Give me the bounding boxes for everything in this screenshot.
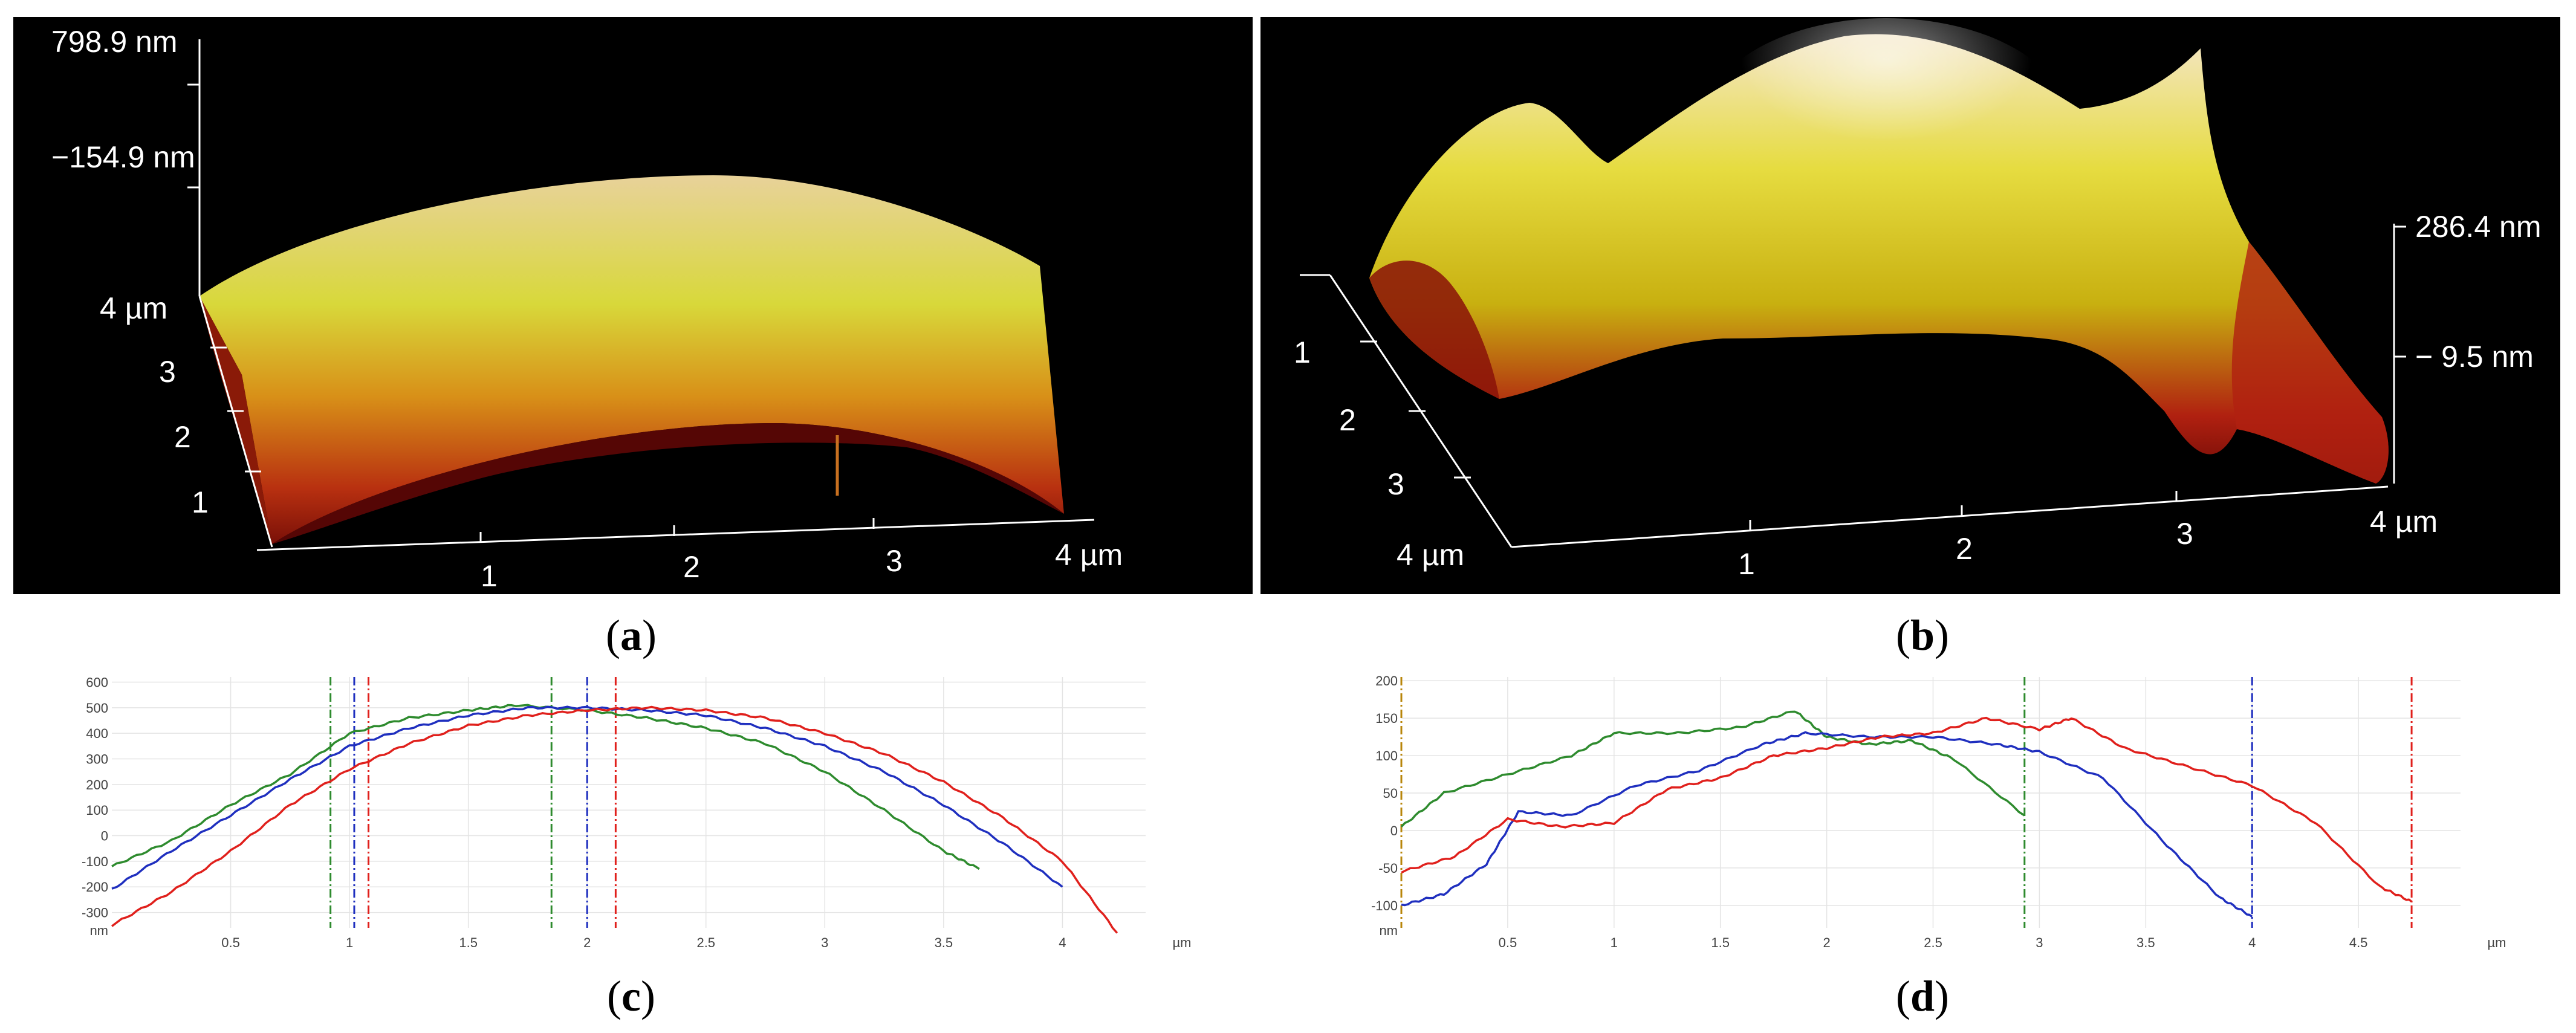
plot-c-x-tick-label: 3 bbox=[821, 935, 828, 950]
plot-c-y-tick-label: 0 bbox=[101, 829, 108, 844]
afm-y-axis-a bbox=[198, 296, 273, 548]
plot-d-y-tick-label: -100 bbox=[1371, 898, 1398, 913]
afm-z-max-label-a: 798.9 nm bbox=[51, 25, 177, 59]
afm-surface-b bbox=[1369, 34, 2389, 484]
plot-c-x-unit-label: µm bbox=[1172, 935, 1191, 950]
caption-c-open: ( bbox=[607, 972, 621, 1020]
afm-x-tick-label-b-4: 4 µm bbox=[2370, 505, 2438, 539]
afm-y-tick-label-b-4: 4 µm bbox=[1397, 538, 1464, 572]
plot-d-series-red bbox=[1401, 716, 2413, 902]
panel-b: 286.4 nm − 9.5 nm 1 2 3 4 µm 1 2 3 4 µm bbox=[1260, 17, 2560, 594]
plot-c-x-tick-label: 1 bbox=[346, 935, 353, 950]
plot-d-x-tick-label: 3 bbox=[2036, 935, 2043, 950]
afm-z-max-label-b: 286.4 nm bbox=[2415, 210, 2541, 244]
plot-d-y-tick-label: 50 bbox=[1383, 786, 1398, 801]
caption-d-close: ) bbox=[1935, 972, 1949, 1020]
afm-y-tick-label-a-4: 4 µm bbox=[100, 291, 167, 325]
plot-c-y-tick-label: 400 bbox=[86, 726, 108, 741]
afm-y-tick-label-b-3: 3 bbox=[1387, 467, 1404, 501]
plot-d-x-tick-label: 4 bbox=[2248, 935, 2256, 950]
caption-a-letter: a bbox=[620, 611, 642, 659]
plot-c-series-red bbox=[111, 705, 1118, 934]
plot-d-y-tick-label: 150 bbox=[1375, 711, 1398, 726]
caption-d: (d) bbox=[1896, 972, 1949, 1020]
afm-x-axis-b bbox=[1511, 485, 2389, 548]
plot-c-x-tick-label: 2 bbox=[583, 935, 591, 950]
panel-a: 798.9 nm −154.9 nm 4 µm 3 2 1 1 2 3 4 µm bbox=[13, 17, 1253, 594]
plot-d-y-tick-label: 100 bbox=[1375, 748, 1398, 763]
afm-surface-a bbox=[200, 175, 1064, 544]
afm-x-tick-label-b-2: 2 bbox=[1956, 532, 1973, 566]
plot-c-y-unit-label: nm bbox=[89, 923, 108, 938]
plot-d-series-green bbox=[1400, 710, 2025, 827]
afm-x-tick-label-b-1: 1 bbox=[1738, 547, 1755, 581]
plot-c-x-tick-label: 1.5 bbox=[459, 935, 478, 950]
caption-a-open: ( bbox=[606, 611, 620, 659]
caption-c: (c) bbox=[607, 972, 655, 1020]
afm-y-tick-label-a-1: 1 bbox=[192, 485, 209, 519]
plot-d-x-tick-label: 1 bbox=[1611, 935, 1618, 950]
plot-d-y-tick-label: 200 bbox=[1375, 673, 1398, 688]
plot-d-y-unit-label: nm bbox=[1379, 923, 1398, 938]
afm-x-tick-label-b-3: 3 bbox=[2176, 517, 2193, 551]
plot-c-y-tick-label: 500 bbox=[86, 701, 108, 716]
plot-c-x-tick-label: 2.5 bbox=[696, 935, 715, 950]
plot-c-y-tick-label: -200 bbox=[82, 879, 108, 895]
plot-d-x-tick-label: 2 bbox=[1823, 935, 1830, 950]
afm-z-mid-label-a: −154.9 nm bbox=[51, 140, 195, 174]
plot-c-y-tick-label: 100 bbox=[86, 803, 108, 818]
profile-plot-d: 200 150 100 50 0 -50 -100 0.5 1 1.5 2 2.5 3 3.5 4 4.5 nm… bbox=[1371, 673, 2506, 950]
afm-x-tick-label-a-4: 4 µm bbox=[1055, 538, 1123, 572]
caption-b-letter: b bbox=[1910, 611, 1935, 659]
caption-c-close: ) bbox=[641, 972, 655, 1020]
plot-d-x-tick-label: 0.5 bbox=[1499, 935, 1517, 950]
plot-c-y-tick-label: -300 bbox=[82, 905, 108, 921]
caption-b-close: ) bbox=[1935, 611, 1949, 659]
afm-y-tick-label-b-2: 2 bbox=[1339, 403, 1356, 437]
plot-d-x-unit-label: µm bbox=[2487, 935, 2506, 950]
plot-c-y-tick-label: 300 bbox=[86, 752, 108, 767]
afm-surface-a-front bbox=[272, 423, 1064, 544]
plot-d-x-tick-label: 2.5 bbox=[1924, 935, 1942, 950]
afm-z-mid-label-b: − 9.5 nm bbox=[2415, 340, 2534, 374]
afm-x-tick-label-a-2: 2 bbox=[683, 550, 700, 584]
caption-b: (b) bbox=[1896, 611, 1949, 659]
afm-y-tick-label-b-1: 1 bbox=[1294, 335, 1311, 369]
caption-d-open: ( bbox=[1896, 972, 1910, 1020]
plot-d-x-tick-label: 3.5 bbox=[2136, 935, 2155, 950]
caption-a: (a) bbox=[606, 611, 657, 659]
plot-c-x-tick-label: 4 bbox=[1059, 935, 1066, 950]
afm-x-axis-a bbox=[256, 519, 1095, 551]
afm-x-tick-label-a-3: 3 bbox=[886, 544, 903, 578]
afm-surface-b-highlight bbox=[1705, 18, 2068, 224]
plot-c-y-tick-label: 200 bbox=[86, 777, 108, 792]
caption-d-letter: d bbox=[1910, 972, 1935, 1020]
afm-surface-b-rightslope bbox=[2231, 242, 2389, 484]
caption-c-letter: c bbox=[621, 972, 641, 1020]
caption-a-close: ) bbox=[642, 611, 657, 659]
plot-d-series-blue bbox=[1401, 731, 2253, 918]
afm-x-tick-label-a-1: 1 bbox=[481, 559, 498, 593]
plot-c-x-tick-label: 0.5 bbox=[221, 935, 240, 950]
afm-y-tick-label-a-2: 2 bbox=[174, 420, 191, 454]
plot-c-y-tick-label: 600 bbox=[86, 675, 108, 690]
plot-d-x-tick-label: 4.5 bbox=[2349, 935, 2368, 950]
caption-b-open: ( bbox=[1896, 611, 1910, 659]
afm-surface-b-shadow bbox=[1369, 261, 1499, 399]
plot-d-y-tick-label: 0 bbox=[1390, 823, 1398, 838]
plot-d-x-tick-label: 1.5 bbox=[1711, 935, 1730, 950]
plot-c-y-tick-label: -100 bbox=[82, 854, 108, 869]
plot-c-series-blue bbox=[111, 705, 1063, 890]
plot-c-x-tick-label: 3.5 bbox=[935, 935, 953, 950]
afm-y-tick-label-a-3: 3 bbox=[159, 355, 176, 389]
plot-d-y-tick-label: -50 bbox=[1378, 861, 1398, 876]
profile-plot-c: 600 500 400 300 200 100 0 -100 -200 -300 0.5 1 1.5 2 2… bbox=[82, 675, 1192, 950]
